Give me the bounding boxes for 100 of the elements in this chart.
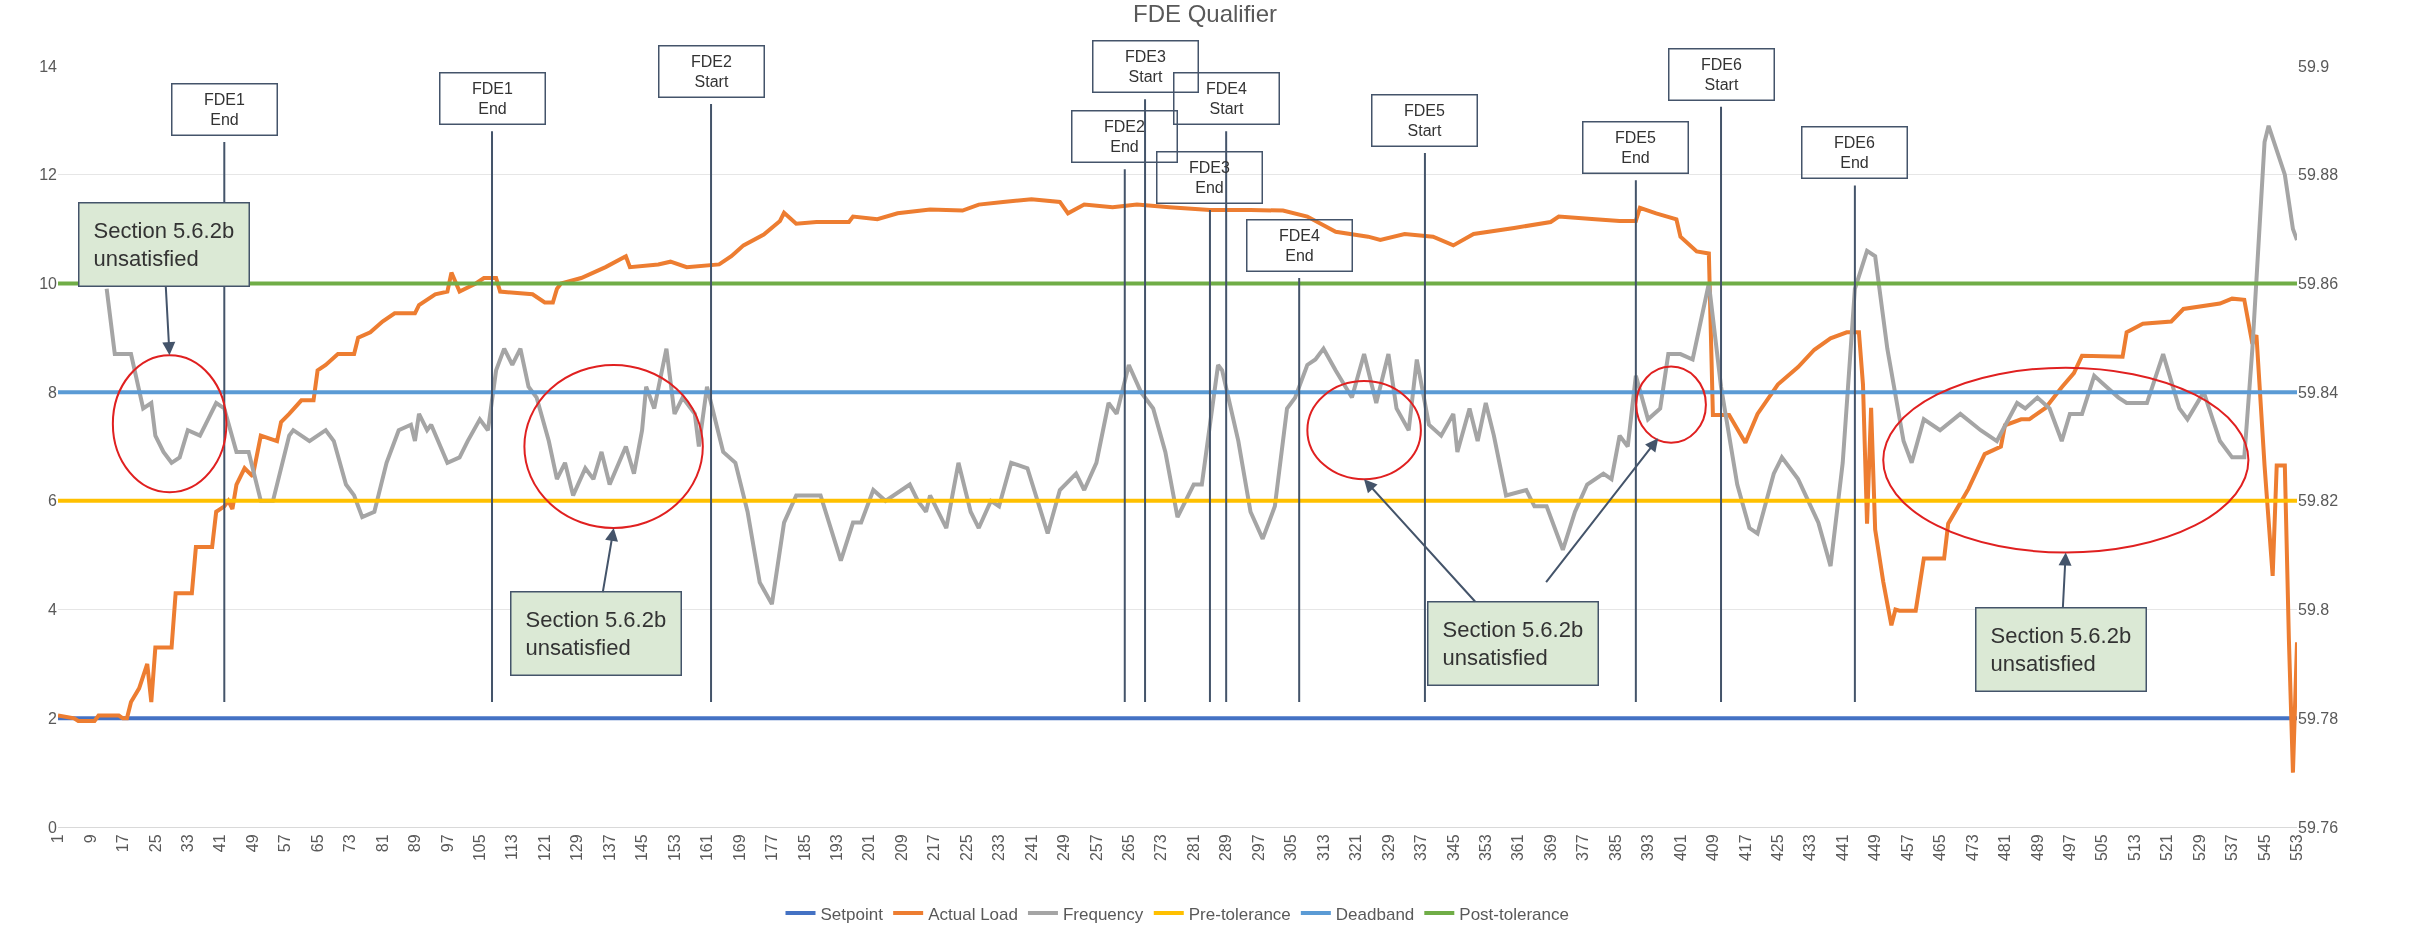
y-tick-label: 12 (39, 166, 58, 184)
x-tick-label: 249 (1055, 834, 1073, 862)
x-tick-label: 521 (2158, 834, 2176, 862)
y-tick-label: 10 (39, 275, 58, 293)
x-tick-label: 241 (1022, 834, 1040, 862)
y2-tick-label: 59.9 (2298, 57, 2330, 75)
y-tick-label: 2 (48, 709, 58, 727)
legend-label: Post-tolerance (1459, 904, 1569, 924)
x-tick-label: 193 (827, 834, 845, 862)
legend-label: Deadband (1335, 904, 1415, 924)
x-tick-label: 153 (665, 834, 683, 862)
y2-tick-label: 59.82 (2298, 492, 2339, 510)
x-tick-label: 329 (1379, 834, 1397, 862)
x-tick-label: 169 (730, 834, 748, 862)
x-tick-label: 185 (795, 834, 813, 862)
x-tick-label: 513 (2125, 834, 2143, 862)
x-tick-label: 41 (211, 834, 229, 853)
x-tick-label: 25 (146, 834, 164, 853)
legend-label: Frequency (1062, 904, 1144, 924)
x-tick-label: 225 (957, 834, 975, 862)
y2-tick-label: 59.8 (2298, 601, 2330, 619)
ref-line-label: FDE5 Start (1404, 101, 1445, 140)
x-tick-label: 425 (1769, 834, 1787, 862)
x-tick-label: 369 (1541, 834, 1559, 862)
x-tick-label: 353 (1476, 834, 1494, 862)
y2-tick-label: 59.88 (2298, 166, 2339, 184)
x-tick-label: 529 (2190, 834, 2208, 862)
ref-line-label: FDE1 End (204, 90, 245, 129)
x-tick-label: 465 (1931, 834, 1949, 862)
ref-line-label: FDE6 End (1834, 133, 1875, 172)
x-tick-label: 1 (49, 834, 67, 844)
x-tick-label: 345 (1444, 834, 1462, 862)
x-tick-label: 385 (1606, 834, 1624, 862)
y2-tick-label: 59.86 (2298, 275, 2339, 293)
ref-line-label: FDE4 Start (1206, 79, 1247, 118)
y2-tick-label: 59.84 (2298, 383, 2339, 401)
x-tick-label: 281 (1184, 834, 1202, 862)
y-tick-label: 14 (39, 57, 58, 75)
x-tick-label: 65 (308, 834, 326, 853)
x-tick-label: 545 (2255, 834, 2273, 862)
x-tick-label: 489 (2028, 834, 2046, 862)
legend-label: Setpoint (820, 904, 884, 924)
x-tick-label: 289 (1217, 834, 1235, 862)
legend-label: Actual Load (928, 904, 1018, 924)
y-tick-label: 8 (48, 383, 58, 401)
x-tick-label: 449 (1866, 834, 1884, 862)
x-tick-label: 433 (1801, 834, 1819, 862)
x-tick-label: 265 (1120, 834, 1138, 862)
ref-line-label: FDE6 Start (1701, 55, 1742, 94)
chart-title: FDE Qualifier (1132, 0, 1278, 27)
x-tick-label: 257 (1087, 834, 1105, 862)
x-tick-label: 209 (892, 834, 910, 862)
x-tick-label: 497 (2061, 834, 2079, 862)
x-tick-label: 321 (1347, 834, 1365, 862)
x-tick-label: 409 (1704, 834, 1722, 862)
x-tick-label: 73 (341, 834, 359, 853)
x-tick-label: 177 (763, 834, 781, 862)
x-tick-label: 361 (1509, 834, 1527, 862)
x-tick-label: 273 (1152, 834, 1170, 862)
x-tick-label: 89 (406, 834, 424, 853)
x-tick-label: 481 (1996, 834, 2014, 862)
y-tick-label: 0 (48, 818, 58, 836)
x-tick-label: 201 (860, 834, 878, 862)
x-tick-label: 233 (990, 834, 1008, 862)
annotation: Section 5.6.2b unsatisfied (525, 606, 667, 661)
ref-line-label: FDE2 End (1104, 117, 1145, 156)
x-tick-label: 553 (2288, 834, 2306, 862)
ref-line-label: FDE2 Start (691, 52, 732, 91)
annotation: Section 5.6.2b unsatisfied (93, 217, 235, 272)
ref-line-label: FDE3 Start (1125, 47, 1166, 86)
x-tick-label: 33 (179, 834, 196, 853)
y-tick-label: 6 (48, 492, 58, 510)
ref-line-label: FDE5 End (1615, 128, 1656, 167)
ref-line-label: FDE4 End (1279, 226, 1320, 265)
x-tick-label: 217 (925, 834, 943, 862)
x-tick-label: 49 (243, 834, 261, 853)
y2-tick-label: 59.76 (2298, 818, 2339, 836)
x-tick-label: 145 (633, 834, 651, 862)
line-series (58, 197, 2297, 775)
x-tick-label: 313 (1314, 834, 1332, 862)
x-tick-label: 305 (1282, 834, 1300, 862)
x-tick-label: 121 (535, 834, 553, 862)
x-tick-label: 17 (114, 834, 132, 853)
legend-label: Pre-tolerance (1188, 904, 1291, 924)
x-tick-label: 457 (1898, 834, 1916, 862)
x-tick-label: 417 (1736, 834, 1754, 862)
x-tick-label: 105 (471, 834, 489, 862)
x-tick-label: 9 (81, 834, 99, 844)
x-tick-label: 113 (503, 834, 521, 860)
x-tick-label: 537 (2223, 834, 2241, 862)
x-tick-label: 505 (2093, 834, 2111, 862)
x-tick-label: 337 (1412, 834, 1430, 862)
y2-tick-label: 59.78 (2298, 709, 2339, 727)
x-tick-label: 297 (1249, 834, 1267, 862)
x-tick-label: 161 (698, 834, 716, 862)
y-tick-label: 4 (48, 601, 58, 619)
x-tick-label: 137 (600, 834, 618, 862)
x-tick-label: 377 (1574, 834, 1592, 862)
x-tick-label: 81 (373, 834, 391, 853)
x-tick-label: 441 (1833, 834, 1851, 862)
